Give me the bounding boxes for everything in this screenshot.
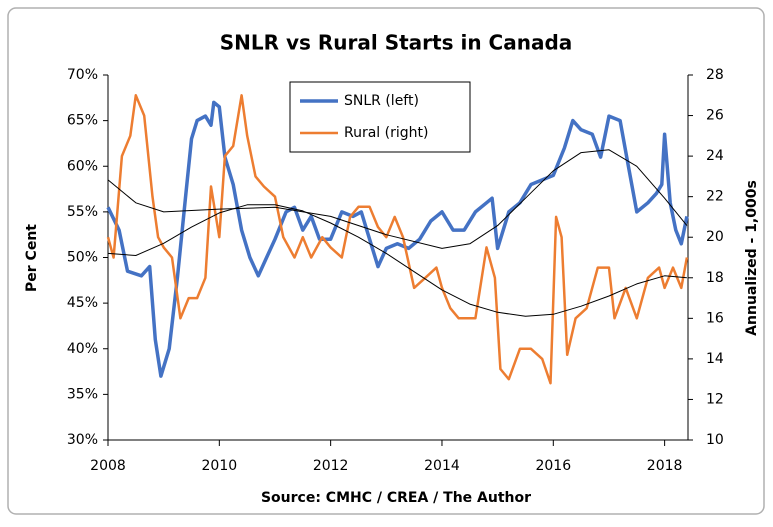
legend-box [289, 81, 471, 153]
series-line [106, 94, 689, 385]
series-line [107, 149, 688, 249]
series-line [107, 204, 687, 317]
y-tick-label: 70% [67, 67, 98, 83]
y-tick-label: 50% [67, 250, 98, 266]
y-tick-label: 65% [67, 113, 98, 129]
y2-tick-label: 22 [706, 189, 724, 205]
y2-axis-label: Annualized - 1,000s [744, 180, 760, 336]
chart-frame [7, 7, 765, 515]
y-tick-label: 30% [67, 432, 98, 448]
y2-tick-label: 10 [706, 432, 724, 448]
x-tick-label: 2008 [90, 458, 126, 474]
x-tick-label: 2014 [424, 458, 460, 474]
source-note: Source: CMHC / CREA / The Author [261, 490, 531, 506]
x-tick-label: 2012 [313, 458, 349, 474]
y-axis-label: Per Cent [24, 224, 40, 292]
y2-tick-label: 28 [706, 67, 724, 83]
y-tick-label: 60% [67, 158, 98, 174]
legend-label: Rural (right) [344, 125, 428, 141]
y-tick-label: 55% [67, 204, 98, 220]
y-tick-label: 45% [67, 295, 98, 311]
y2-tick-label: 26 [706, 108, 724, 124]
legend-label: SNLR (left) [344, 93, 419, 109]
x-tick-label: 2016 [535, 458, 571, 474]
y-tick-label: 35% [67, 386, 98, 402]
x-tick-label: 2010 [202, 458, 238, 474]
y2-tick-label: 14 [706, 351, 724, 367]
y-tick-label: 40% [67, 341, 98, 357]
chart-title: SNLR vs Rural Starts in Canada [220, 31, 573, 55]
y2-tick-label: 16 [706, 310, 724, 326]
x-tick-label: 2018 [647, 458, 683, 474]
y2-tick-label: 18 [706, 270, 724, 286]
y2-tick-label: 20 [706, 229, 724, 245]
y2-tick-label: 12 [706, 391, 724, 407]
y2-tick-label: 24 [706, 148, 724, 164]
series-line [106, 100, 689, 378]
